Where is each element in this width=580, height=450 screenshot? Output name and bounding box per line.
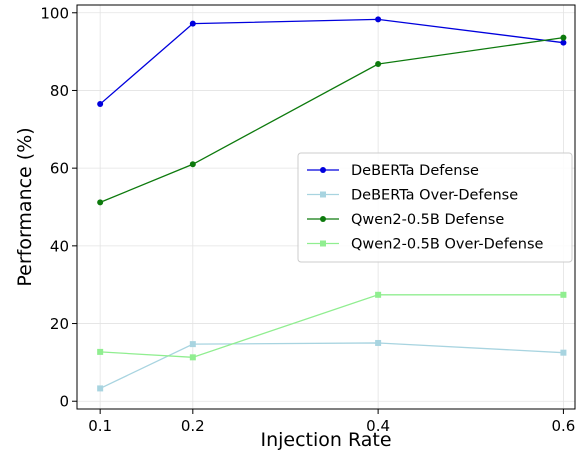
- series-2: [97, 339, 567, 392]
- series-3: [97, 34, 567, 206]
- x-tick-label: 0.6: [551, 417, 575, 435]
- data-point: [189, 341, 196, 348]
- data-point: [560, 291, 567, 298]
- legend-swatch-marker: [320, 191, 326, 198]
- series-1: [97, 16, 567, 108]
- legend-swatch-marker: [320, 167, 326, 173]
- legend-entry: Qwen2-0.5B Over-Defense: [307, 237, 543, 253]
- y-tick-label: 80: [50, 82, 69, 100]
- legend-swatch-marker: [320, 240, 326, 247]
- data-point: [189, 354, 196, 361]
- series-layer: [97, 16, 567, 392]
- y-tick-label: 40: [50, 237, 69, 255]
- legend-entry: Qwen2-0.5B Defense: [307, 212, 504, 228]
- y-tick-label: 0: [59, 393, 69, 411]
- y-tick-label: 60: [50, 160, 69, 178]
- x-axis: 0.1 0.2 0.4 0.6: [88, 409, 575, 435]
- x-tick-label: 0.4: [366, 417, 390, 435]
- data-point: [375, 291, 382, 298]
- series-4: [97, 291, 567, 361]
- legend-label: Qwen2-0.5B Over-Defense: [351, 237, 543, 253]
- legend-entry: DeBERTa Defense: [307, 163, 479, 179]
- x-axis-label: Injection Rate: [260, 429, 391, 450]
- legend-box: [297, 152, 573, 263]
- data-point: [97, 348, 104, 355]
- grid-lines: [77, 5, 575, 409]
- legend-swatch-marker: [320, 216, 326, 222]
- series-line: [100, 294, 564, 358]
- legend-label: DeBERTa Defense: [351, 163, 479, 179]
- legend-entry: DeBERTa Over-Defense: [307, 188, 518, 204]
- data-point: [375, 339, 382, 346]
- y-tick-label: 20: [50, 315, 69, 333]
- data-point: [560, 34, 567, 41]
- y-axis-label: Performance (%): [14, 127, 36, 286]
- data-point: [97, 385, 104, 392]
- legend-label: DeBERTa Over-Defense: [351, 188, 518, 204]
- legend-label: Qwen2-0.5B Defense: [351, 212, 504, 228]
- data-point: [375, 16, 382, 23]
- plot-frame: [76, 4, 576, 410]
- y-tick-label: 100: [40, 4, 69, 22]
- y-axis: 0 20 40 60 80 100: [40, 4, 77, 411]
- data-point: [560, 349, 567, 356]
- data-point: [189, 161, 196, 168]
- data-point: [560, 39, 567, 46]
- data-point: [189, 20, 196, 27]
- series-line: [99, 18, 564, 105]
- x-tick-label: 0.2: [181, 417, 205, 435]
- data-point: [97, 101, 104, 108]
- series-line: [99, 36, 564, 203]
- data-point: [375, 61, 382, 68]
- series-line: [99, 342, 564, 389]
- x-tick-label: 0.1: [88, 417, 112, 435]
- legend: DeBERTa Defense DeBERTa Over-Defense Qwen2…: [297, 152, 573, 263]
- data-point: [97, 199, 104, 206]
